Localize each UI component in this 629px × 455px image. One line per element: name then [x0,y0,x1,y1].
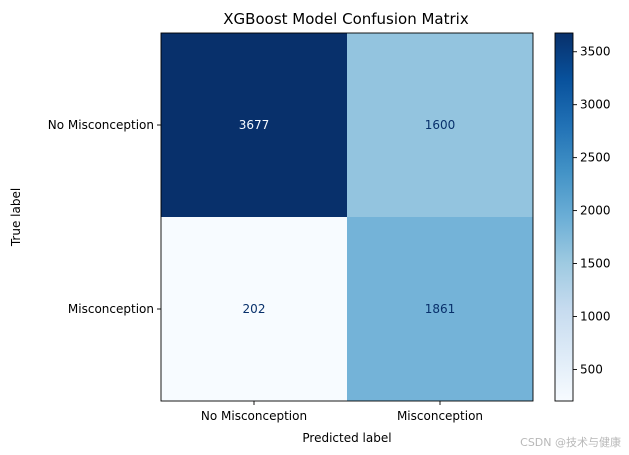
colorbar-ticks: 500 1000 1500 2000 2500 3000 3500 [573,45,611,376]
y-axis-label: True label [9,188,23,247]
colorbar-tick-label: 500 [580,362,603,376]
cell-value-label: 1861 [425,302,456,316]
colorbar-tick-label: 2000 [580,204,611,218]
cell-value-label: 1600 [425,118,456,132]
colorbar-tick-label: 1000 [580,309,611,323]
y-tick-label: No Misconception [48,118,154,132]
heatmap-cell [347,33,533,217]
heatmap-cells: 3677 1600 202 1861 [161,33,533,401]
chart-title: XGBoost Model Confusion Matrix [223,10,469,28]
colorbar-tick-label: 3000 [580,98,611,112]
cell-value-label: 202 [243,302,266,316]
plot-frame [160,32,534,402]
x-tick-label: Misconception [397,409,483,423]
x-axis-label: Predicted label [302,431,391,445]
colorbar-tick-label: 2500 [580,151,611,165]
colorbar-tick-label: 3500 [580,45,611,59]
heatmap-cell [161,217,347,401]
colorbar-tick-label: 1500 [580,257,611,271]
axes: No Misconception Misconception No Misconce… [48,118,483,423]
watermark: CSDN @技术与健康 [520,436,621,449]
x-tick-label: No Misconception [201,409,307,423]
cell-value-label: 3677 [239,118,270,132]
heatmap-cell [347,217,533,401]
y-tick-label: Misconception [68,302,154,316]
colorbar [554,32,574,402]
heatmap-cell [161,33,347,217]
